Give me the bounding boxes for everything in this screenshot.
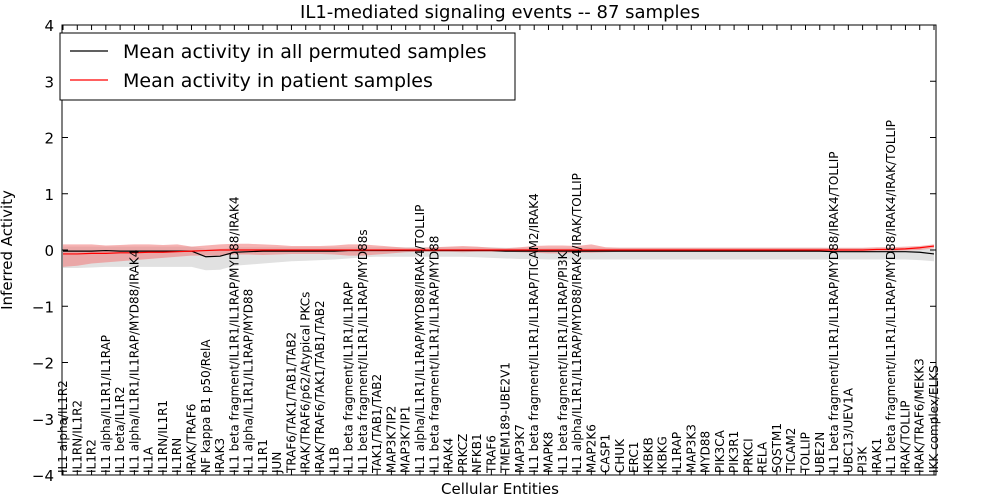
category-label: IRAK/TRAF6 — [185, 404, 199, 473]
category-label: ERC1 — [627, 442, 641, 473]
category-label: IL1 beta fragment/IL1R1/IL1RAP/MYD88/IRA… — [227, 196, 241, 473]
category-label: IRAK1 — [870, 438, 884, 473]
category-label: PRKCZ — [456, 434, 470, 473]
category-label: IL1B — [327, 447, 341, 473]
chart-title: IL1-mediated signaling events -- 87 samp… — [300, 2, 700, 23]
category-label: MAP3K7 — [513, 424, 527, 473]
category-labels: IL1 alpha/IL1R2 IL1RN/IL1R2 IL1R2 IL1 alpha… — [56, 120, 941, 474]
y-tick-label: −2 — [32, 355, 54, 373]
category-label: IL1 alpha/IL1R1/IL1RAP/MYD88/IRAK4/IRAK/… — [570, 173, 584, 473]
category-label: IL1RN — [170, 438, 184, 473]
category-label: IL1R1 — [256, 439, 270, 473]
category-label: IKBKB — [641, 437, 655, 473]
category-label: IRAK4 — [442, 438, 456, 473]
category-label: IL1 alpha/IL1R1/IL1RAP — [99, 335, 113, 473]
y-tick-label: −3 — [32, 411, 54, 429]
series-line-1 — [63, 245, 935, 255]
y-tick-label: 0 — [44, 242, 54, 260]
x-axis-label: Cellular Entities — [441, 480, 559, 498]
y-tick-label: −1 — [32, 298, 54, 316]
category-label: IRAK/TRAF6/TAK1/TAB1/TAB2 — [313, 300, 327, 473]
y-tick-label: 4 — [44, 17, 54, 35]
category-label: RELA — [756, 441, 770, 473]
category-label: MAP2K6 — [584, 424, 598, 473]
category-label: IL1RAP — [670, 432, 684, 473]
legend-box — [59, 32, 516, 101]
category-label: IL1 beta fragment/IL1R1/IL1RAP/MYD88/IRA… — [884, 120, 898, 473]
category-label: NFKB1 — [470, 433, 484, 473]
legend-label-patient: Mean activity in patient samples — [123, 70, 433, 92]
category-label: IL1 beta/IL1R2 — [113, 386, 127, 473]
y-axis-label: Inferred Activity — [0, 190, 16, 310]
category-label: IL1RN/IL1R2 — [70, 400, 84, 473]
y-tick-label: −4 — [32, 467, 54, 485]
category-label: UBC13/UEV1A — [841, 387, 855, 473]
category-label: IL1 beta fragment/IL1R1/IL1RAP/MYD88 — [427, 236, 441, 473]
category-label: IL1A — [142, 446, 156, 473]
category-label: IRAK/TOLLIP — [898, 401, 912, 473]
category-label: TRAF6 — [484, 435, 498, 474]
category-label: IL1 beta fragment/IL1R1/IL1RAP — [342, 282, 356, 473]
category-label: CHUK — [613, 438, 627, 473]
y-axis: −4 −3 −2 −1 0 1 2 3 4 — [32, 17, 936, 485]
category-label: MAPK8 — [541, 432, 555, 473]
bands-layer — [63, 243, 934, 271]
category-label: PRKCI — [741, 438, 755, 473]
category-label: IL1 alpha/IL1R1/IL1RAP/MYD88 — [242, 289, 256, 473]
category-label: NF kappa B1 p50/RelA — [199, 339, 213, 473]
category-label: JUN — [270, 452, 284, 474]
category-label: IRAK/TRAF6/MEKK3 — [913, 358, 927, 473]
y-tick-label: 1 — [44, 186, 54, 204]
category-label: IL1 alpha/IL1R2 — [56, 380, 70, 473]
y-tick-label: 3 — [44, 73, 54, 91]
category-label: IL1R2 — [85, 439, 99, 473]
category-label: SQSTM1 — [770, 423, 784, 473]
category-label: CASP1 — [599, 434, 613, 473]
lines-layer — [63, 245, 935, 258]
category-label: IL1 beta fragment/IL1R1/IL1RAP/TICAM2/IR… — [527, 193, 541, 473]
category-label: IL1 beta fragment/IL1R1/IL1RAP/PI3K — [556, 250, 570, 473]
category-label: TMEM189-UBE2V1 — [499, 362, 513, 474]
x-axis — [62, 25, 935, 475]
category-label: TOLLIP — [798, 432, 812, 474]
category-label: PIK3R1 — [727, 431, 741, 473]
category-label: PI3K — [856, 446, 870, 473]
series-line-0 — [63, 249, 935, 258]
y-tick-label: 2 — [44, 130, 54, 148]
category-label: MAP3K7IP1 — [399, 406, 413, 473]
category-label: IRAK3 — [213, 438, 227, 473]
category-label: IL1 beta fragment/IL1R1/IL1RAP/MYD88s — [356, 229, 370, 473]
category-label: UBE2N — [813, 432, 827, 473]
category-label: PIK3CA — [713, 429, 727, 473]
category-label: MAP3K7IP2 — [384, 406, 398, 473]
category-label: TAK1/TAB1/TAB2 — [370, 374, 384, 474]
category-label: IKBKG — [656, 436, 670, 473]
category-label: IRAK/TRAF6/p62/Atypical PKCs — [299, 292, 313, 473]
legend: Mean activity in all permuted samples Me… — [59, 32, 516, 101]
category-label: IL1RN/IL1R1 — [156, 400, 170, 473]
category-label: TICAM2 — [784, 428, 798, 474]
category-label: MYD88 — [699, 431, 713, 473]
category-label: MAP3K3 — [684, 424, 698, 473]
category-label: IL1 beta fragment/IL1R1/IL1RAP/MYD88/IRA… — [827, 152, 841, 473]
legend-label-permuted: Mean activity in all permuted samples — [123, 41, 486, 63]
category-label: TRAF6/TAK1/TAB1/TAB2 — [284, 332, 298, 474]
category-label: IL1 alpha/IL1R1/IL1RAP/MYD88/IRAK4/TOLLI… — [413, 205, 427, 473]
category-label: IL1 alpha/IL1R1/IL1RAP/MYD88/IRAK4 — [127, 250, 141, 473]
